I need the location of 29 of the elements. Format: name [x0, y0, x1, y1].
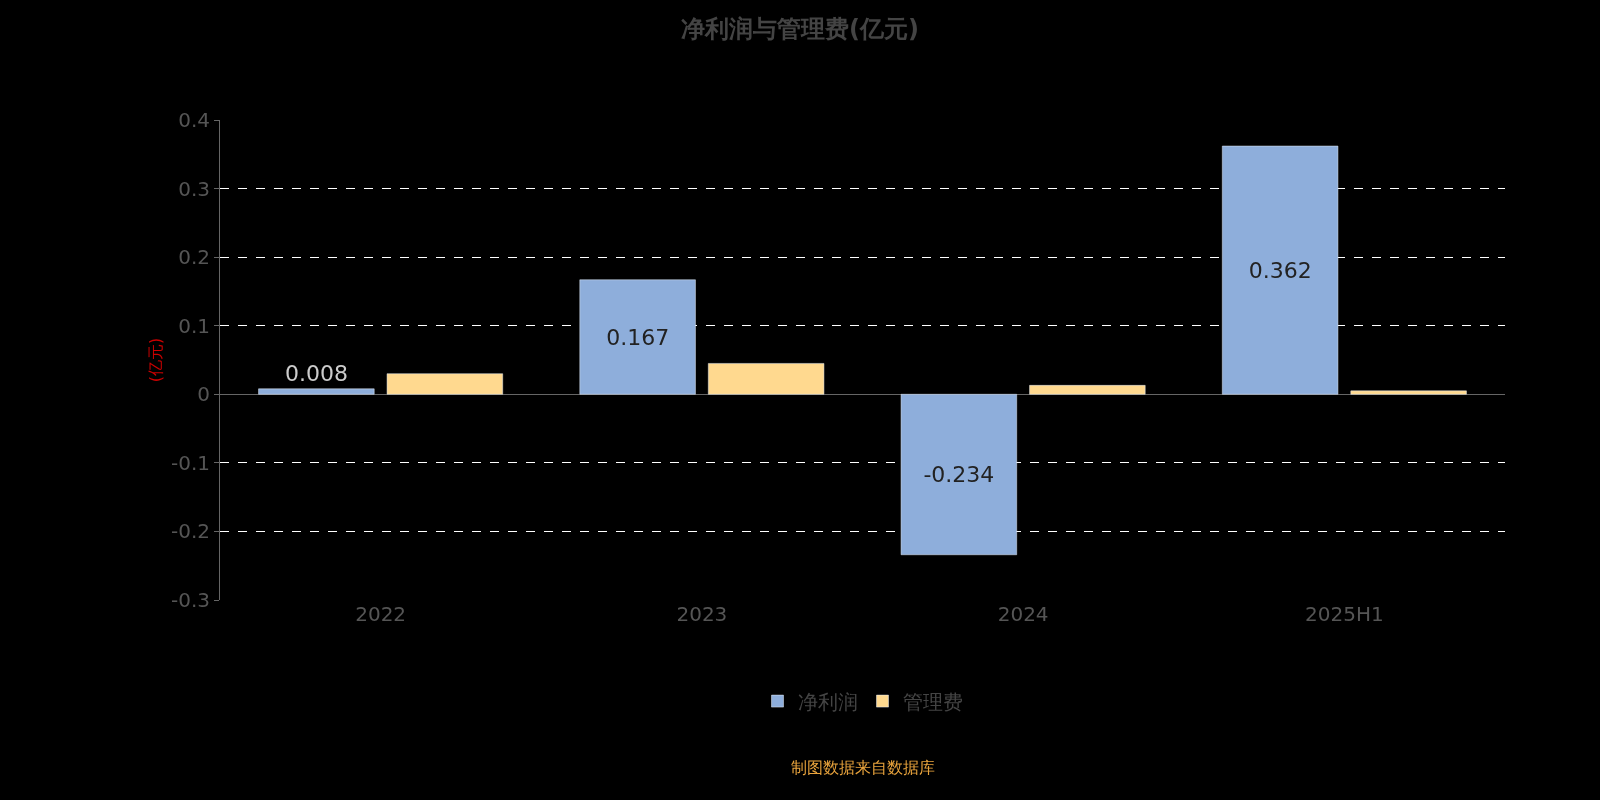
y-axis-title: (亿元): [145, 337, 165, 383]
chart-title: 净利润与管理费(亿元): [681, 14, 919, 43]
y-tick-label: 0.3: [178, 176, 210, 201]
legend-label: 管理费: [902, 689, 963, 714]
x-tick-label: 2024: [997, 602, 1049, 626]
bar: [258, 388, 375, 395]
x-tick-label: 2023: [676, 602, 728, 626]
data-label: 0.167: [606, 324, 670, 350]
y-tick-label: -0.1: [170, 450, 210, 475]
bar: [1029, 385, 1146, 395]
legend-label: 净利润: [797, 689, 858, 714]
text: 制图数据来自数据库: [791, 758, 935, 777]
bar: [386, 373, 503, 395]
data-label: 0.362: [1248, 257, 1312, 283]
y-tick-label: 0.1: [178, 313, 210, 338]
bar: [900, 394, 1017, 555]
bar: [1350, 390, 1467, 395]
bar: [579, 279, 696, 395]
x-tick-label: 2022: [355, 602, 407, 626]
y-tick-label: 0.2: [178, 245, 210, 270]
y-tick-label: -0.2: [170, 519, 210, 544]
bar: [1222, 145, 1339, 395]
y-tick-label: 0: [197, 382, 210, 407]
y-tick-label: -0.3: [170, 588, 210, 612]
bar: [708, 363, 825, 395]
data-label: -0.234: [923, 462, 995, 488]
y-tick-label: 0.4: [178, 108, 210, 132]
data-label: 0.008: [284, 360, 348, 386]
x-tick-label: 2025H1: [1305, 602, 1384, 626]
